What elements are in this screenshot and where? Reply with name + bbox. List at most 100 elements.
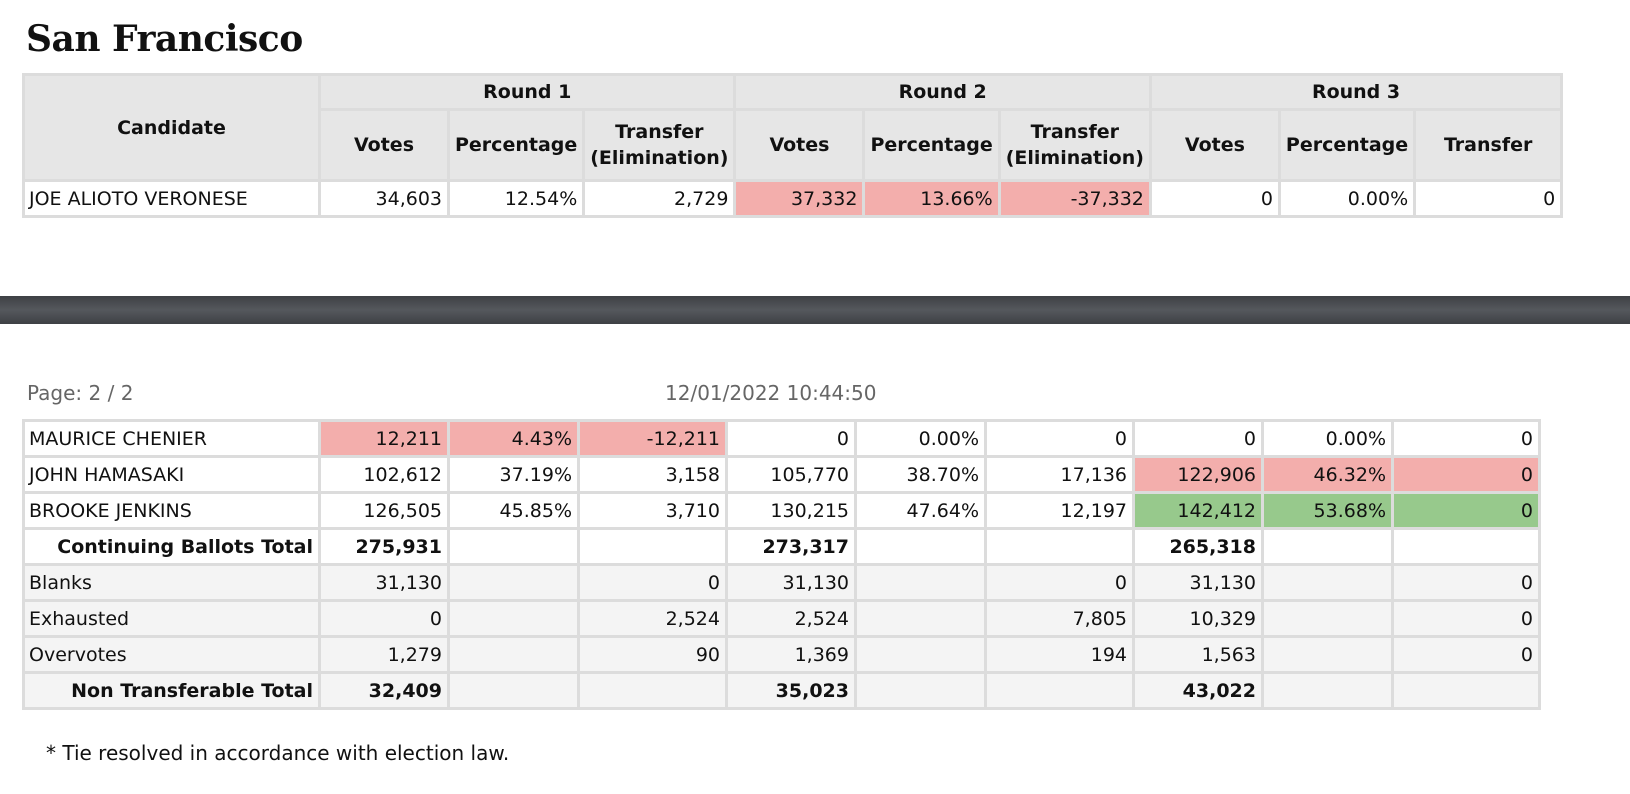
cell: 2,729: [582, 179, 737, 218]
cell: 1,279: [318, 635, 450, 674]
cell: 7,805: [984, 599, 1135, 638]
cell: 1,369: [725, 635, 857, 674]
cell: [1261, 563, 1394, 602]
cell: 0.00%: [1261, 419, 1394, 458]
cell: 47.64%: [854, 491, 987, 530]
cell: 90: [577, 635, 728, 674]
row-label: Overvotes: [22, 635, 321, 674]
header-transfer: Transfer: [1413, 108, 1564, 182]
cell: 3,710: [577, 491, 728, 530]
cell: 46.32%: [1261, 455, 1394, 494]
cell: [1261, 635, 1394, 674]
cell: 37.19%: [447, 455, 580, 494]
table-row: Exhausted 0 2,524 2,524 7,805 10,329 0: [22, 599, 1541, 638]
cell: 32,409: [318, 671, 450, 710]
header-round-1: Round 1: [317, 73, 737, 111]
cell: 2,524: [577, 599, 728, 638]
cell: 13.66%: [862, 179, 1001, 218]
cell: [577, 527, 728, 566]
cell: 45.85%: [447, 491, 580, 530]
header-votes: Votes: [1148, 108, 1281, 182]
page-divider: [0, 296, 1630, 324]
timestamp: 12/01/2022 10:44:50: [665, 381, 877, 405]
table-row: Blanks 31,130 0 31,130 0 31,130 0: [22, 563, 1541, 602]
cell: 53.68%: [1261, 491, 1394, 530]
cell: 2,524: [725, 599, 857, 638]
cell: 12.54%: [446, 179, 586, 218]
cell: 35,023: [725, 671, 857, 710]
total-label: Non Transferable Total: [22, 671, 321, 710]
table-row: JOE ALIOTO VERONESE 34,603 12.54% 2,729 …: [22, 179, 1564, 218]
cell: 0: [984, 419, 1135, 458]
cell: 273,317: [725, 527, 857, 566]
header-percentage: Percentage: [446, 108, 586, 182]
cell: [854, 599, 987, 638]
cell: 0: [1132, 419, 1264, 458]
candidate-name: MAURICE CHENIER: [22, 419, 321, 458]
cell: 34,603: [318, 179, 450, 218]
cell: 0: [1148, 179, 1281, 218]
cell: 105,770: [725, 455, 857, 494]
cell: [447, 599, 580, 638]
cell: 0: [1391, 635, 1541, 674]
cell: 142,412: [1132, 491, 1264, 530]
candidate-name: JOHN HAMASAKI: [22, 455, 321, 494]
cell: 0.00%: [1277, 179, 1417, 218]
table-row: Continuing Ballots Total 275,931 273,317…: [22, 527, 1541, 566]
cell: 12,211: [318, 419, 450, 458]
table-row: BROOKE JENKINS 126,505 45.85% 3,710 130,…: [22, 491, 1541, 530]
row-label: Blanks: [22, 563, 321, 602]
cell: 0: [577, 563, 728, 602]
header-transfer-elimination: Transfer (Elimination): [582, 108, 737, 182]
header-candidate: Candidate: [22, 73, 321, 182]
cell: [1391, 527, 1541, 566]
cell: [577, 671, 728, 710]
footnote: * Tie resolved in accordance with electi…: [46, 741, 510, 765]
cell: 194: [984, 635, 1135, 674]
cell: 0: [1391, 455, 1541, 494]
cell: [984, 527, 1135, 566]
cell: [447, 527, 580, 566]
cell: 4.43%: [447, 419, 580, 458]
total-label: Continuing Ballots Total: [22, 527, 321, 566]
cell: [854, 635, 987, 674]
cell: [984, 671, 1135, 710]
header-round-3: Round 3: [1148, 73, 1564, 111]
cell: [854, 671, 987, 710]
cell: 31,130: [725, 563, 857, 602]
cell: 31,130: [318, 563, 450, 602]
results-table-bottom: MAURICE CHENIER 12,211 4.43% -12,211 0 0…: [22, 419, 1541, 710]
cell: 10,329: [1132, 599, 1264, 638]
header-votes: Votes: [733, 108, 866, 182]
cell: 126,505: [318, 491, 450, 530]
cell: [1261, 527, 1394, 566]
cell: 122,906: [1132, 455, 1264, 494]
cell: 130,215: [725, 491, 857, 530]
page-number: Page: 2 / 2: [27, 381, 134, 405]
candidate-name: BROOKE JENKINS: [22, 491, 321, 530]
cell: 0.00%: [854, 419, 987, 458]
cell: 17,136: [984, 455, 1135, 494]
cell: [854, 563, 987, 602]
header-votes: Votes: [318, 108, 450, 182]
cell: 0: [1391, 599, 1541, 638]
row-label: Exhausted: [22, 599, 321, 638]
table-row: Overvotes 1,279 90 1,369 194 1,563 0: [22, 635, 1541, 674]
cell: [854, 527, 987, 566]
cell: [447, 671, 580, 710]
cell: 0: [1413, 179, 1564, 218]
cell: 0: [1391, 419, 1541, 458]
table-row: MAURICE CHENIER 12,211 4.43% -12,211 0 0…: [22, 419, 1541, 458]
cell: [1261, 671, 1394, 710]
cell: -12,211: [577, 419, 728, 458]
cell: 43,022: [1132, 671, 1264, 710]
results-table-top: Candidate Round 1 Round 2 Round 3 Votes …: [22, 73, 1564, 218]
header-percentage: Percentage: [862, 108, 1001, 182]
cell: -37,332: [997, 179, 1152, 218]
header-transfer-elimination: Transfer (Elimination): [997, 108, 1152, 182]
table-row: Non Transferable Total 32,409 35,023 43,…: [22, 671, 1541, 710]
cell: 38.70%: [854, 455, 987, 494]
cell: [1391, 671, 1541, 710]
table-row: JOHN HAMASAKI 102,612 37.19% 3,158 105,7…: [22, 455, 1541, 494]
cell: [447, 563, 580, 602]
